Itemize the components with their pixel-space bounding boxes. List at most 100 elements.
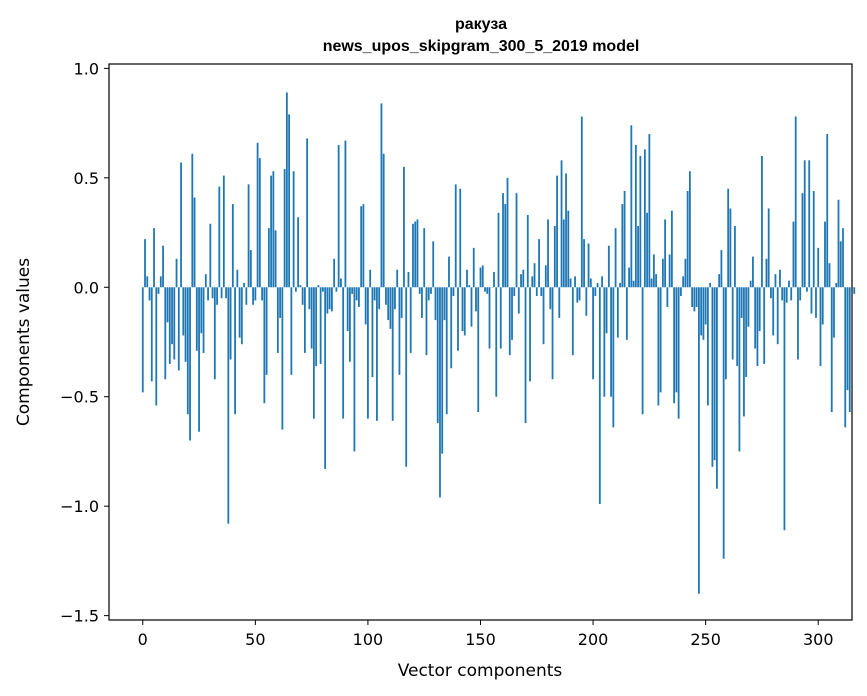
bar: [531, 276, 534, 288]
bar: [484, 287, 486, 292]
bar: [229, 287, 232, 360]
bar: [346, 287, 349, 332]
x-tick-label: 100: [353, 630, 384, 649]
bar: [222, 175, 225, 288]
bar: [641, 287, 644, 415]
bar: [220, 287, 223, 299]
bar: [340, 278, 342, 288]
bar: [443, 287, 446, 321]
bar: [421, 287, 423, 318]
bar: [312, 287, 315, 419]
bar: [632, 280, 635, 288]
bar: [389, 287, 392, 329]
bar: [567, 210, 570, 288]
bar: [463, 287, 466, 336]
bar: [475, 287, 477, 312]
bar: [204, 274, 207, 288]
bar: [285, 92, 288, 288]
bar: [589, 278, 592, 288]
bar: [812, 190, 815, 288]
bar: [294, 287, 297, 292]
x-tick-label: 0: [138, 630, 148, 649]
bar: [472, 247, 475, 288]
bar: [486, 287, 489, 294]
bar: [321, 287, 324, 292]
bar: [247, 184, 250, 288]
bar: [553, 225, 556, 288]
bar: [400, 287, 403, 318]
bar: [256, 142, 259, 288]
y-tick-label: 0.5: [74, 169, 99, 188]
bar: [747, 287, 750, 327]
bar: [598, 287, 601, 504]
bar: [790, 287, 793, 301]
bar: [261, 287, 263, 301]
bar: [427, 287, 430, 301]
bar: [207, 287, 209, 301]
bar: [274, 230, 277, 288]
bar: [758, 287, 761, 332]
bar: [754, 287, 757, 349]
bar: [797, 287, 799, 360]
bar: [691, 287, 694, 307]
bar: [646, 212, 649, 288]
bar: [837, 199, 840, 288]
bar: [394, 287, 396, 310]
bar: [459, 188, 462, 288]
bar: [324, 287, 327, 469]
y-tick-label: −1.0: [60, 497, 99, 516]
bar: [630, 125, 633, 288]
bar: [349, 287, 351, 362]
bar: [182, 287, 185, 336]
bar: [592, 287, 594, 380]
bar: [200, 287, 203, 334]
bar: [571, 287, 574, 356]
bar: [612, 287, 615, 428]
bar: [209, 223, 212, 288]
bar: [826, 134, 829, 288]
bar: [155, 287, 158, 406]
bar: [470, 287, 473, 327]
bar: [643, 149, 646, 288]
bar: [445, 287, 448, 415]
bar: [574, 276, 576, 288]
bar: [189, 287, 191, 441]
bar: [376, 287, 378, 421]
bar: [493, 271, 495, 288]
bar: [734, 225, 736, 288]
bar: [526, 215, 529, 288]
bar: [243, 282, 245, 288]
x-tick-label: 300: [803, 630, 834, 649]
bar: [441, 287, 444, 454]
bar: [267, 228, 270, 288]
x-tick-label: 250: [690, 630, 721, 649]
bar: [565, 173, 567, 288]
bar: [682, 276, 685, 288]
bar: [596, 282, 599, 288]
bar: [815, 287, 817, 318]
bar: [535, 287, 538, 297]
bar: [391, 287, 394, 421]
bar: [634, 144, 637, 288]
bar: [173, 287, 176, 360]
bar: [236, 269, 239, 288]
bar: [824, 221, 826, 288]
bar: [353, 287, 356, 452]
bar: [180, 162, 182, 288]
bar: [495, 287, 498, 397]
bar: [657, 287, 660, 406]
bar: [308, 287, 311, 310]
bar: [148, 287, 151, 301]
bar: [508, 287, 511, 356]
bar: [558, 287, 561, 318]
bar: [396, 269, 399, 288]
bar: [479, 267, 482, 288]
y-tick-label: 1.0: [74, 59, 99, 78]
bar: [803, 160, 806, 288]
bar: [141, 287, 144, 393]
bar: [788, 280, 790, 288]
bar: [722, 287, 725, 559]
bar: [560, 160, 563, 288]
bar: [432, 241, 435, 288]
bar: [466, 269, 468, 288]
